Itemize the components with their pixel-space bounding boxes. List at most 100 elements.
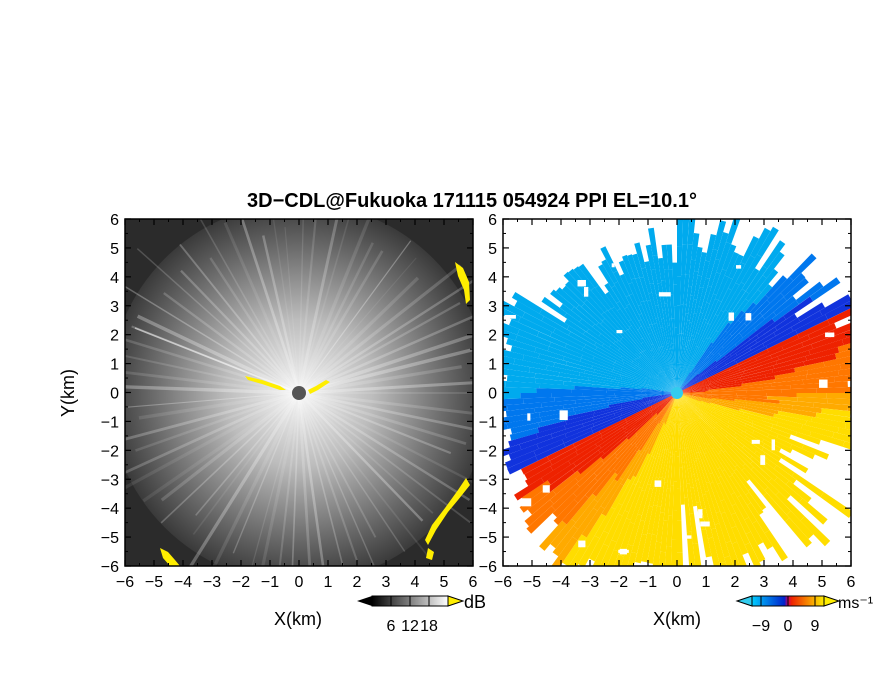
velocity-cell xyxy=(785,517,812,548)
velocity-cell xyxy=(593,369,622,380)
velocity-cell xyxy=(628,282,642,306)
velocity-cell xyxy=(698,416,723,442)
velocity-cell xyxy=(776,421,812,437)
velocity-cell xyxy=(611,379,645,388)
velocity-cell xyxy=(677,374,702,393)
velocity-cell xyxy=(621,377,650,387)
velocity-cell xyxy=(640,351,660,373)
velocity-cell xyxy=(655,449,665,479)
velocity-cell xyxy=(823,356,851,367)
velocity-cell xyxy=(677,393,703,415)
velocity-cell xyxy=(684,335,694,365)
backscatter-ray xyxy=(160,392,300,524)
velocity-cell xyxy=(765,275,788,298)
velocity-cell xyxy=(637,483,651,516)
velocity-cell xyxy=(704,442,721,470)
velocity-cell xyxy=(625,329,644,352)
missing-data-gap xyxy=(821,255,829,262)
velocity-cell xyxy=(838,368,851,376)
velocity-cell xyxy=(677,373,696,393)
velocity-cell xyxy=(664,370,677,393)
velocity-cell xyxy=(795,431,821,445)
backscatter-ray xyxy=(179,243,300,394)
missing-data-gap xyxy=(785,204,794,210)
velocity-cell xyxy=(620,453,642,486)
velocity-cell xyxy=(615,435,638,459)
velocity-cell xyxy=(627,551,637,566)
velocity-cell xyxy=(613,367,646,382)
velocity-cell xyxy=(770,416,803,429)
velocity-cell xyxy=(652,393,677,414)
velocity-cell xyxy=(584,344,617,363)
velocity-cell xyxy=(696,322,708,347)
velocity-cell xyxy=(578,263,599,289)
colorbar-tick-label: 0 xyxy=(784,618,793,635)
backscatter-ray xyxy=(298,257,417,394)
backscatter-ray xyxy=(261,235,301,394)
velocity-cell xyxy=(568,331,598,350)
y-tick-label: 2 xyxy=(110,328,119,345)
velocity-cell xyxy=(547,462,576,485)
velocity-cell xyxy=(627,514,642,546)
velocity-cell xyxy=(827,398,851,406)
velocity-cell xyxy=(694,460,707,496)
velocity-cell xyxy=(750,461,772,482)
velocity-cell xyxy=(819,294,851,316)
velocity-cell xyxy=(627,412,653,434)
velocity-cell xyxy=(744,517,764,546)
velocity-cell xyxy=(615,377,647,387)
velocity-cell xyxy=(677,363,681,393)
velocity-cell xyxy=(731,526,749,555)
velocity-cell xyxy=(677,393,703,405)
velocity-cell xyxy=(667,325,673,349)
velocity-cell xyxy=(663,421,671,450)
velocity-cell xyxy=(525,466,553,486)
missing-data-gap xyxy=(577,279,586,287)
velocity-cell xyxy=(631,520,645,554)
velocity-cell xyxy=(660,346,670,371)
y-tick-label: 4 xyxy=(488,270,497,287)
velocity-cell xyxy=(660,393,677,423)
velocity-cell xyxy=(688,259,696,287)
velocity-cell xyxy=(728,291,750,319)
velocity-cell xyxy=(648,393,677,407)
x-tick-label: 2 xyxy=(353,574,362,591)
velocity-cell xyxy=(639,355,659,375)
backscatter-ray xyxy=(298,347,473,395)
velocity-cell xyxy=(647,387,677,393)
velocity-cell xyxy=(563,356,593,369)
velocity-cell xyxy=(677,393,701,402)
velocity-cell xyxy=(503,300,525,318)
velocity-cell xyxy=(658,372,677,393)
velocity-cell xyxy=(680,274,686,305)
vel-colorbar-arrow-low xyxy=(735,595,753,607)
velocity-cell xyxy=(683,274,690,305)
missing-data-gap xyxy=(542,485,550,493)
velocity-cell xyxy=(826,393,851,400)
velocity-cell xyxy=(697,353,720,374)
velocity-cell xyxy=(756,315,786,338)
velocity-cell xyxy=(627,328,646,351)
backscatter-ray xyxy=(251,392,300,566)
velocity-cell xyxy=(741,467,767,496)
velocity-cell xyxy=(575,436,603,455)
velocity-cell xyxy=(750,227,771,258)
velocity-cell xyxy=(720,499,737,528)
velocity-cell xyxy=(652,541,662,566)
velocity-cell xyxy=(581,347,615,365)
velocity-cell xyxy=(677,366,686,393)
velocity-cell xyxy=(705,412,736,435)
velocity-cell xyxy=(513,358,548,370)
velocity-cell xyxy=(699,346,724,371)
velocity-cell xyxy=(646,385,677,393)
velocity-cell xyxy=(519,434,553,450)
velocity-cell xyxy=(599,539,617,566)
velocity-cell xyxy=(734,328,757,347)
velocity-cell xyxy=(552,493,577,518)
velocity-cell xyxy=(663,371,677,393)
velocity-cell xyxy=(553,499,578,526)
velocity-cell xyxy=(658,347,669,371)
velocity-cell xyxy=(815,412,851,424)
backscatter-ray xyxy=(192,392,300,535)
velocity-cell xyxy=(647,453,660,485)
